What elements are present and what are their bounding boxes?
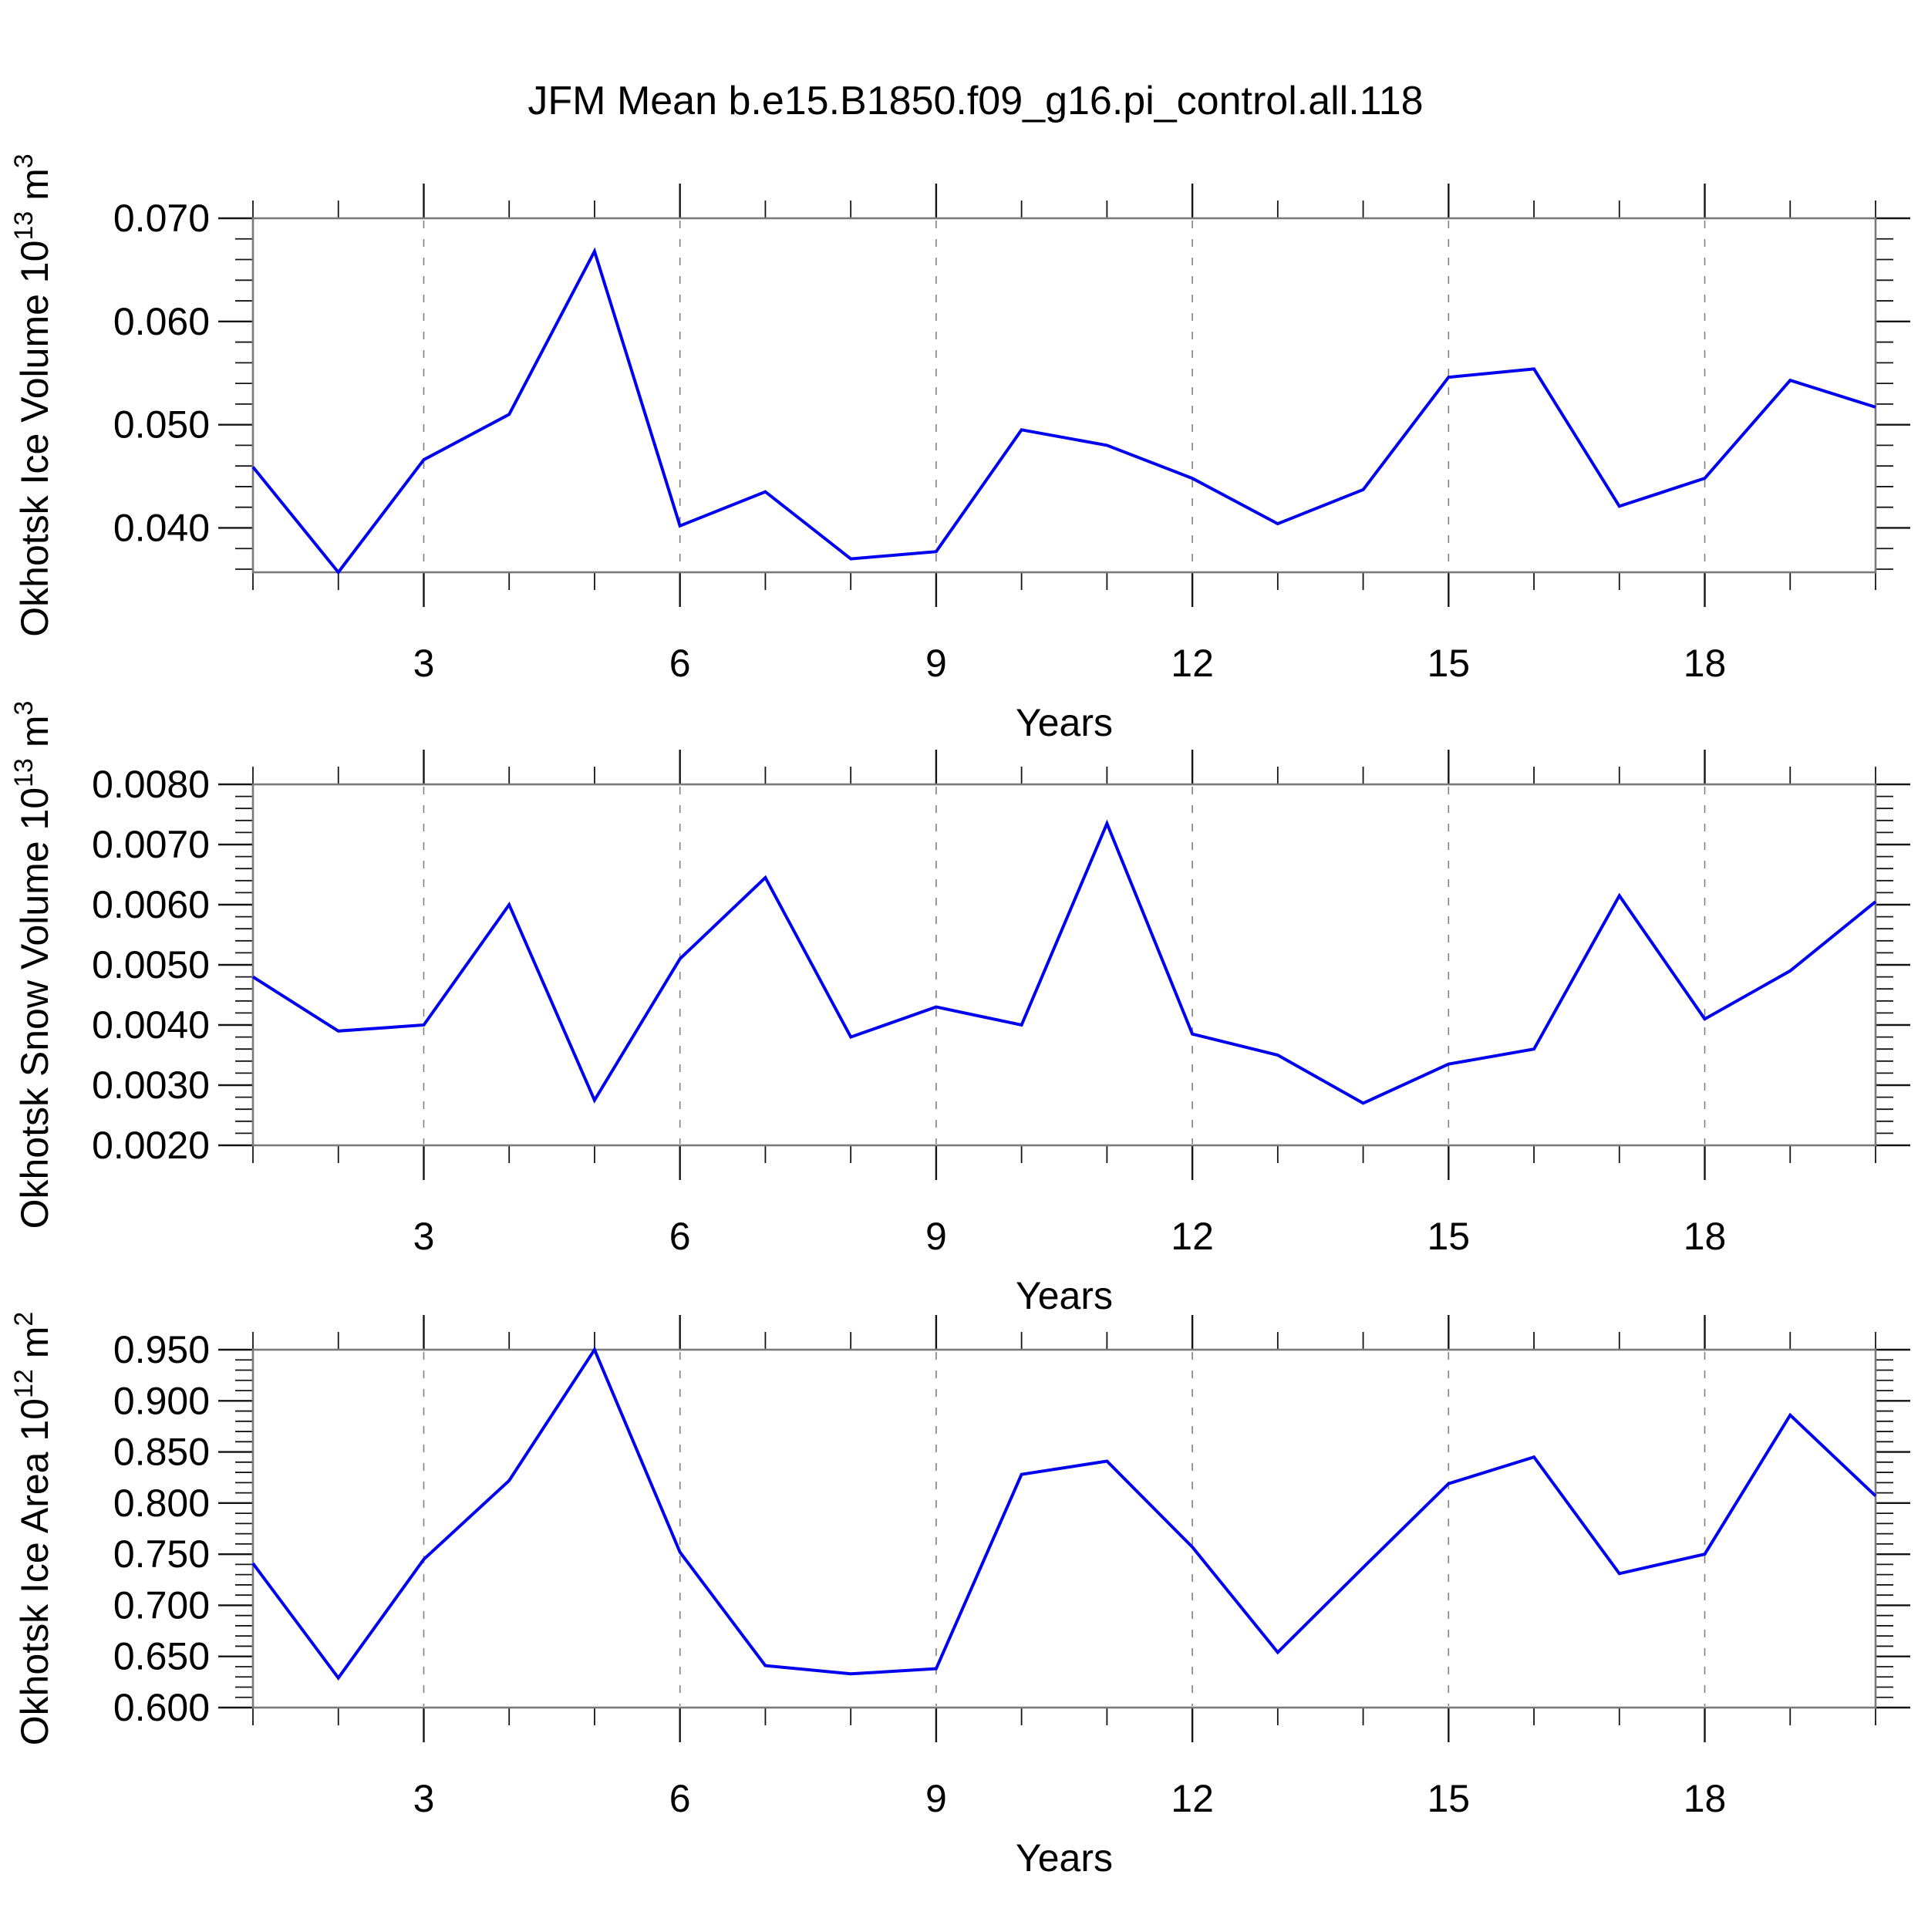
y-tick-label: 0.800 bbox=[113, 1482, 210, 1525]
y-axis-title: Okhotsk Ice Area 1012 m2 bbox=[9, 1312, 56, 1746]
x-tick-label: 9 bbox=[925, 1215, 947, 1258]
x-axis-title: Years bbox=[1016, 701, 1113, 744]
data-line-okhotsk-snow-volume bbox=[251, 819, 1877, 1105]
x-tick-label: 6 bbox=[669, 1215, 691, 1258]
x-axis-title: Years bbox=[1016, 1836, 1113, 1880]
x-tick-label: 9 bbox=[925, 1777, 947, 1820]
y-tick-label: 0.050 bbox=[113, 403, 210, 447]
y-tick-label: 0.0080 bbox=[92, 763, 210, 806]
y-tick-label: 0.0030 bbox=[92, 1064, 210, 1107]
y-tick-label: 0.650 bbox=[113, 1635, 210, 1678]
y-tick-label: 0.950 bbox=[113, 1328, 210, 1371]
y-tick-label: 0.0050 bbox=[92, 943, 210, 986]
x-tick-label: 12 bbox=[1171, 1777, 1214, 1820]
x-tick-label: 3 bbox=[413, 1215, 435, 1258]
x-tick-label: 3 bbox=[413, 1777, 435, 1820]
x-tick-label: 15 bbox=[1427, 1777, 1471, 1820]
data-line-okhotsk-ice-volume bbox=[251, 247, 1876, 575]
y-tick-label: 0.0070 bbox=[92, 823, 210, 866]
plot-frame bbox=[251, 1348, 1877, 1709]
y-tick-label: 0.070 bbox=[113, 197, 210, 240]
plot-frame bbox=[251, 783, 1877, 1147]
y-tick-label: 0.700 bbox=[113, 1583, 210, 1627]
x-tick-label: 9 bbox=[925, 642, 947, 685]
y-tick-label: 0.0020 bbox=[92, 1124, 210, 1167]
y-tick-label: 0.850 bbox=[113, 1431, 210, 1474]
x-tick-label: 6 bbox=[669, 642, 691, 685]
plot-frame bbox=[251, 217, 1877, 574]
y-tick-label: 0.600 bbox=[113, 1686, 210, 1729]
y-axis-title: Okhotsk Snow Volume 1013 m3 bbox=[9, 701, 56, 1229]
y-tick-label: 0.060 bbox=[113, 300, 210, 343]
x-axis-title: Years bbox=[1016, 1274, 1113, 1317]
x-tick-label: 12 bbox=[1171, 642, 1214, 685]
y-tick-label: 0.750 bbox=[113, 1532, 210, 1576]
x-tick-label: 15 bbox=[1427, 642, 1471, 685]
charts-root: 0.070 0.060 0.050 0.040 3 6 9 12 15 18 Years Okhots… bbox=[9, 153, 1910, 1880]
y-tick-label: 0.040 bbox=[113, 506, 210, 549]
y-tick-label: 0.0040 bbox=[92, 1003, 210, 1047]
x-tick-label: 18 bbox=[1684, 1777, 1727, 1820]
y-axis-title: Okhotsk Ice Volume 1013 m3 bbox=[9, 153, 56, 636]
x-tick-label: 18 bbox=[1684, 1215, 1727, 1258]
x-tick-label: 6 bbox=[669, 1777, 691, 1820]
y-tick-label: 0.0060 bbox=[92, 883, 210, 926]
data-line-okhotsk-ice-area bbox=[251, 1346, 1877, 1681]
y-tick-label: 0.900 bbox=[113, 1379, 210, 1422]
figure-title: JFM Mean b.e15.B1850.f09_g16.pi_control.… bbox=[528, 79, 1423, 123]
x-tick-label: 18 bbox=[1684, 642, 1727, 685]
x-tick-label: 15 bbox=[1427, 1215, 1471, 1258]
x-tick-label: 3 bbox=[413, 642, 435, 685]
x-tick-label: 12 bbox=[1171, 1215, 1214, 1258]
